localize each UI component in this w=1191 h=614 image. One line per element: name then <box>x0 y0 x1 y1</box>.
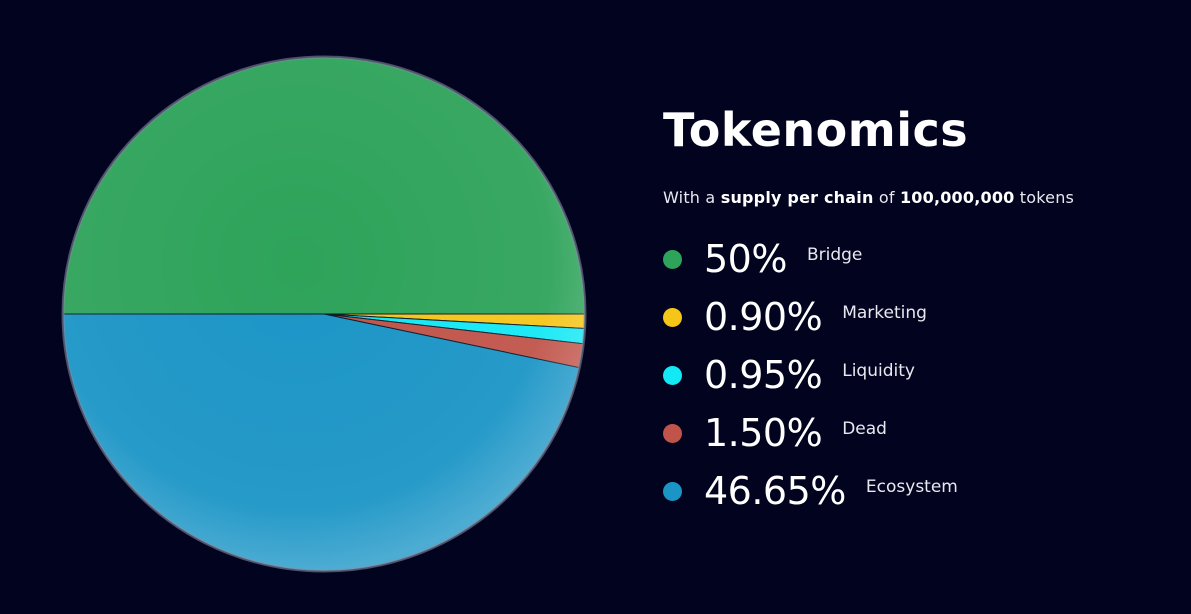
legend-dot-liquidity <box>663 365 682 385</box>
legend-label-liquidity: Liquidity <box>842 361 915 381</box>
legend-percent-dead: 1.50% <box>704 411 823 455</box>
legend-item-bridge: 50% Bridge <box>663 230 1163 288</box>
pie-chart-svg <box>61 55 587 573</box>
legend-label-ecosystem: Ecosystem <box>865 477 958 497</box>
subtitle-supply-amount: 100,000,000 <box>899 188 1015 207</box>
legend-percent-marketing: 0.90% <box>704 295 823 339</box>
legend-dot-dead <box>663 423 682 443</box>
legend-dot-bridge <box>663 249 682 269</box>
legend-percent-ecosystem: 46.65% <box>704 469 846 513</box>
legend-dot-marketing <box>663 307 682 327</box>
subtitle-suffix: tokens <box>1014 188 1075 207</box>
pie-rim <box>61 55 587 573</box>
subtitle-supply-per-chain: supply per chain <box>720 188 874 207</box>
subtitle-mid: of <box>873 188 900 207</box>
legend-percent-liquidity: 0.95% <box>704 353 823 397</box>
legend-label-bridge: Bridge <box>806 245 863 265</box>
legend: 50% Bridge 0.90% Marketing 0.95% Liquidi… <box>663 230 1163 520</box>
legend-label-dead: Dead <box>842 419 887 439</box>
legend-percent-bridge: 50% <box>704 237 787 281</box>
legend-label-marketing: Marketing <box>842 303 927 323</box>
subtitle-prefix: With a <box>663 188 721 207</box>
legend-item-ecosystem: 46.65% Ecosystem <box>663 462 1163 520</box>
legend-item-marketing: 0.90% Marketing <box>663 288 1163 346</box>
legend-item-dead: 1.50% Dead <box>663 404 1163 462</box>
pie-glass-overlay <box>63 57 585 571</box>
page-title: Tokenomics <box>663 103 969 157</box>
tokenomics-panel: Tokenomics With a supply per chain of 10… <box>663 100 1163 536</box>
pie-chart <box>58 50 594 576</box>
legend-dot-ecosystem <box>663 481 682 501</box>
supply-subtitle: With a supply per chain of 100,000,000 t… <box>663 188 1163 208</box>
legend-item-liquidity: 0.95% Liquidity <box>663 346 1163 404</box>
